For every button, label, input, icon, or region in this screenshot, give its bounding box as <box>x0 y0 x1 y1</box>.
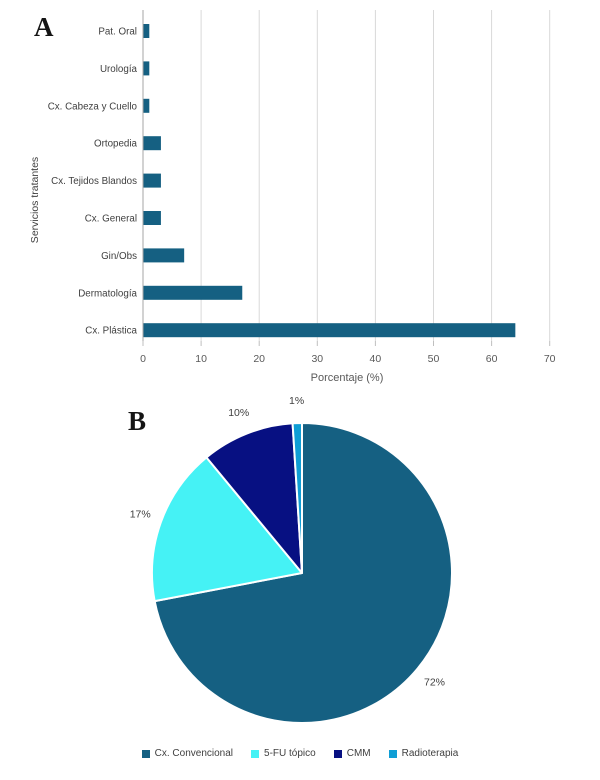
panel-a-label: A <box>34 12 54 42</box>
bar-5 <box>143 211 161 225</box>
x-tick-label: 30 <box>311 353 323 365</box>
pie-legend: Cx. Convencional 5-FU tópico CMM Radioterap… <box>0 748 600 759</box>
legend-label: Cx. Convencional <box>154 748 234 759</box>
bar-4 <box>143 173 161 188</box>
bar-x-tick-labels: 0 10 20 30 40 50 60 70 <box>140 353 556 365</box>
legend-item-2: CMM <box>333 748 371 759</box>
panel-b-label: B <box>128 406 147 436</box>
x-tick-label: 0 <box>140 353 146 365</box>
bar-3 <box>143 136 161 151</box>
bar-1 <box>143 61 150 76</box>
x-tick-label: 40 <box>370 353 382 365</box>
bar-0 <box>143 24 150 38</box>
pie-percent-label: 1% <box>289 395 304 407</box>
bar-category-label: Gin/Obs <box>101 251 137 262</box>
legend-item-3: Radioterapia <box>388 748 459 759</box>
pie-percent-label: 72% <box>424 676 445 688</box>
bar-6 <box>143 248 185 263</box>
bar-category-label: Dermatología <box>78 288 137 299</box>
bar-chart: Pat. Oral Urología Cx. Cabeza y Cuello Orto… <box>29 10 556 384</box>
bar-category-label: Cx. Cabeza y Cuello <box>48 101 138 112</box>
legend-swatch <box>333 749 342 758</box>
bar-category-label: Pat. Oral <box>98 27 137 38</box>
bar-series <box>143 24 516 338</box>
bar-category-label: Cx. General <box>85 214 137 225</box>
bar-7 <box>143 285 243 300</box>
x-tick-label: 20 <box>253 353 265 365</box>
pie-slice-3 <box>291 422 303 574</box>
legend-label: CMM <box>346 748 371 759</box>
legend-swatch <box>388 749 397 758</box>
bar-category-label: Ortopedia <box>94 139 138 150</box>
pie-slices <box>151 422 453 724</box>
x-axis-title: Porcentaje (%) <box>311 372 384 384</box>
pie-slice-1 <box>151 456 303 603</box>
legend-label: Radioterapia <box>401 748 459 759</box>
x-tick-label: 60 <box>486 353 498 365</box>
pie-percent-label: 10% <box>228 407 249 419</box>
bar-category-labels: Pat. Oral Urología Cx. Cabeza y Cuello Orto… <box>48 27 138 337</box>
x-tick-label: 50 <box>428 353 440 365</box>
pie-chart: 72% 17% 10% 1% <box>130 395 453 724</box>
bar-category-label: Cx. Plástica <box>85 326 137 337</box>
bar-category-label: Cx. Tejidos Blandos <box>51 176 137 187</box>
x-tick-label: 70 <box>544 353 556 365</box>
x-tick-label: 10 <box>195 353 207 365</box>
legend-item-0: Cx. Convencional <box>141 748 234 759</box>
pie-slice-2 <box>205 422 303 574</box>
bar-category-label: Urología <box>100 64 138 75</box>
legend-swatch <box>251 749 260 758</box>
bar-8 <box>143 323 516 338</box>
legend-item-1: 5-FU tópico <box>251 748 316 759</box>
pie-slice-0 <box>153 422 453 724</box>
legend-label: 5-FU tópico <box>264 748 316 759</box>
legend-swatch <box>141 749 150 758</box>
y-axis-title: Servicios tratantes <box>29 157 41 243</box>
bar-2 <box>143 98 150 113</box>
pie-percent-label: 17% <box>130 508 151 520</box>
pie-percent-labels: 72% 17% 10% 1% <box>130 395 445 688</box>
